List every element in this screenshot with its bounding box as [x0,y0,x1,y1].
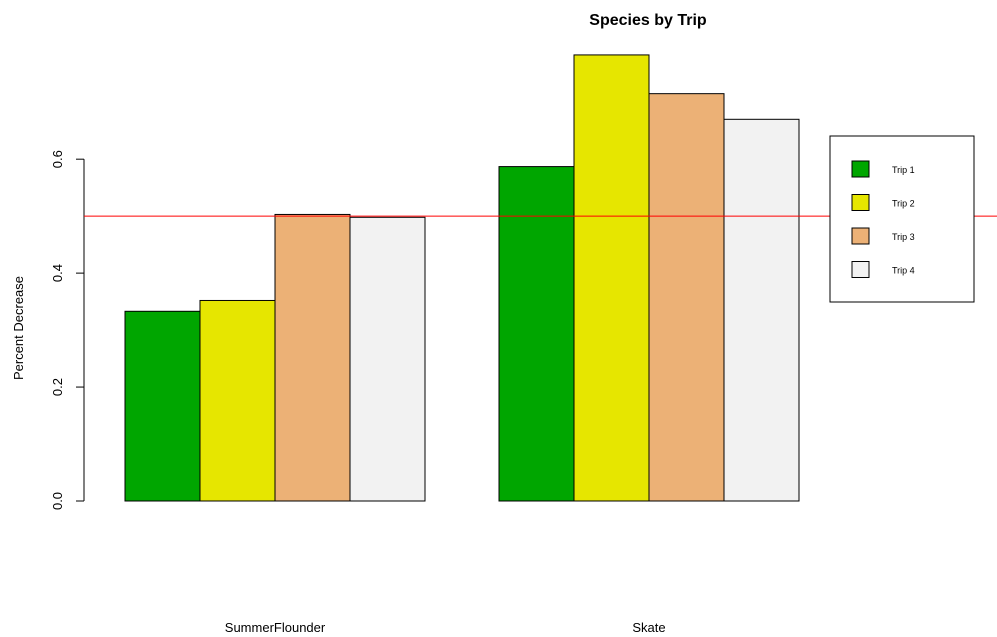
bar-summerflounder-trip-1 [124,310,201,502]
bar-skate-trip-2 [573,54,650,502]
legend-swatch [851,160,870,178]
x-tick-label: SummerFlounder [225,620,326,635]
legend-label: Trip 3 [892,232,915,242]
bar-skate-trip-1 [498,166,575,502]
bar-summerflounder-trip-3 [274,213,351,502]
bar-skate-trip-4 [723,118,800,502]
x-axis-labels: SummerFlounder Skate [225,620,666,635]
y-axis-label: Percent Decrease [11,276,26,380]
legend-label: Trip 2 [892,199,915,209]
legend-swatch [851,261,870,278]
bars-group [124,54,800,502]
y-axis: 0.0 0.2 0.4 0.6 [50,150,85,510]
legend-swatch [851,194,870,211]
legend-label: Trip 1 [892,165,915,175]
y-tick-label: 0.4 [50,264,65,282]
legend-label: Trip 4 [892,266,915,276]
bar-summerflounder-trip-2 [199,299,276,502]
x-tick-label: Skate [632,620,665,635]
chart-title: Species by Trip [589,12,707,29]
bar-skate-trip-3 [648,93,725,502]
y-tick-label: 0.0 [50,492,65,510]
y-tick-label: 0.2 [50,378,65,396]
legend-swatch [851,227,870,245]
legend: Trip 1 Trip 2 Trip 3 Trip 4 [829,135,975,303]
y-tick-label: 0.6 [50,150,65,168]
bar-summerflounder-trip-4 [349,216,426,502]
